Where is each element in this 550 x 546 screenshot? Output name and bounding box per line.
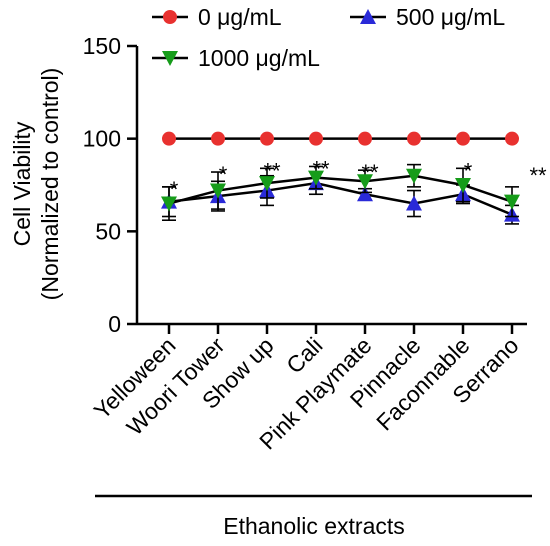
data-point-s2-2 bbox=[259, 176, 275, 192]
significance-label-3: ** bbox=[312, 156, 330, 181]
data-point-s2-7 bbox=[504, 194, 520, 210]
significance-annotations: ** ** ** ** * ** bbox=[170, 156, 547, 201]
significance-label-4: ** bbox=[361, 160, 379, 185]
data-point-s2-1 bbox=[210, 183, 226, 199]
data-series bbox=[161, 131, 520, 225]
legend-marker-series-2 bbox=[162, 51, 178, 66]
data-point-s0-5 bbox=[407, 131, 421, 146]
significance-label-5: * bbox=[464, 158, 473, 183]
x-axis-label: Ethanolic extracts bbox=[223, 513, 405, 539]
data-point-s0-7 bbox=[505, 131, 519, 146]
data-point-s0-6 bbox=[456, 131, 470, 146]
data-point-s2-4 bbox=[357, 174, 373, 190]
data-point-s0-4 bbox=[358, 131, 372, 146]
y-axis-title: Cell Viability (Normalized to control) bbox=[9, 68, 63, 301]
series-2 bbox=[161, 163, 520, 222]
legend-label-series-2: 1000 μg/mL bbox=[198, 45, 320, 71]
data-point-s0-3 bbox=[309, 131, 323, 146]
data-point-s2-0 bbox=[161, 196, 177, 212]
legend-label-series-1: 500 μg/mL bbox=[396, 4, 505, 30]
data-point-s1-5 bbox=[406, 195, 422, 211]
legend-label-series-0: 0 μg/mL bbox=[198, 4, 282, 30]
y-tick-label-3: 150 bbox=[83, 33, 121, 59]
series-line-2 bbox=[168, 174, 513, 205]
y-axis-label: Cell Viability bbox=[9, 121, 35, 246]
y-tick-label-1: 50 bbox=[95, 218, 121, 244]
legend-marker-series-1 bbox=[360, 9, 376, 24]
data-point-s2-3 bbox=[308, 170, 324, 186]
data-point-s2-5 bbox=[406, 168, 422, 184]
y-ticks: 0 50 100 150 bbox=[83, 33, 137, 337]
significance-label-6: ** bbox=[529, 163, 547, 188]
legend-marker-series-0 bbox=[163, 10, 177, 24]
y-tick-label-0: 0 bbox=[108, 311, 121, 337]
data-point-s0-0 bbox=[162, 131, 176, 146]
data-point-s0-1 bbox=[211, 131, 225, 146]
data-point-s0-2 bbox=[260, 131, 274, 146]
data-point-s2-6 bbox=[455, 178, 471, 193]
series-0 bbox=[162, 131, 519, 146]
y-axis-sublabel: (Normalized to control) bbox=[37, 68, 63, 301]
series-line-1 bbox=[168, 181, 513, 216]
y-tick-label-2: 100 bbox=[83, 126, 121, 152]
significance-label-1: * bbox=[219, 162, 228, 187]
significance-label-2: ** bbox=[263, 158, 281, 183]
legend: 0 μg/mL 500 μg/mL 1000 μg/mL bbox=[152, 4, 505, 71]
significance-label-0: * bbox=[170, 177, 179, 202]
data-point-s1-4 bbox=[357, 186, 373, 202]
